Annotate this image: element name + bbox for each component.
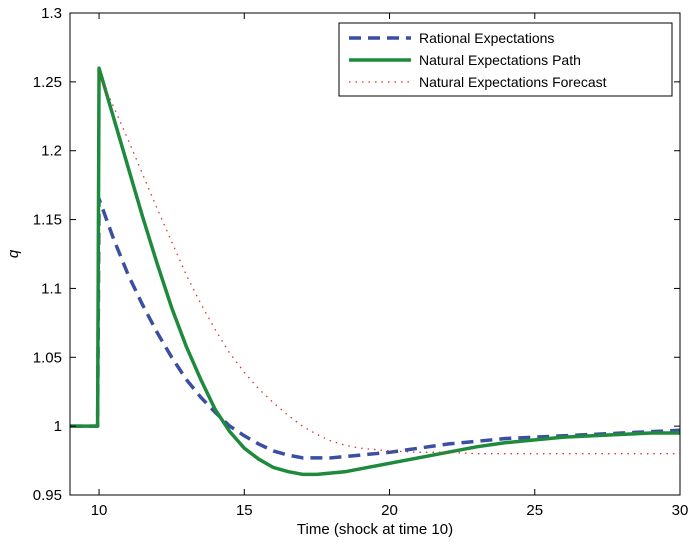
y-tick-label: 1.1 [41, 280, 62, 297]
y-tick-label: 1.3 [41, 5, 62, 22]
x-tick-label: 20 [381, 502, 398, 519]
y-tick-label: 1 [54, 418, 62, 435]
x-axis-label: Time (shock at time 10) [297, 521, 453, 538]
y-axis-label: q [5, 249, 22, 258]
series-layer [70, 66, 681, 477]
ticks-layer: 10 15 20 25 30 0.95 1 1.05 1.1 1.15 1.2 1.25 1.3 [33, 5, 689, 519]
x-tick-label: 15 [236, 502, 253, 519]
y-tick-label: 0.95 [33, 487, 62, 504]
legend-label-1: Rational Expectations [419, 30, 554, 46]
x-tick-label: 30 [672, 502, 689, 519]
y-tick-label: 1.15 [33, 212, 62, 229]
series-line-1 [70, 197, 681, 460]
x-tick-label: 25 [526, 502, 543, 519]
y-tick-label: 1.05 [33, 349, 62, 366]
plot-frame [69, 12, 681, 496]
y-tick-label: 1.2 [41, 143, 62, 160]
x-tick-label: 10 [91, 502, 108, 519]
series-line-2 [70, 66, 680, 477]
legend-label-3: Natural Expectations Forecast [419, 74, 607, 90]
legend-label-2: Natural Expectations Path [419, 52, 581, 68]
legend: Rational Expectations Natural Expectation… [338, 22, 673, 97]
y-tick-label: 1.25 [33, 74, 62, 91]
